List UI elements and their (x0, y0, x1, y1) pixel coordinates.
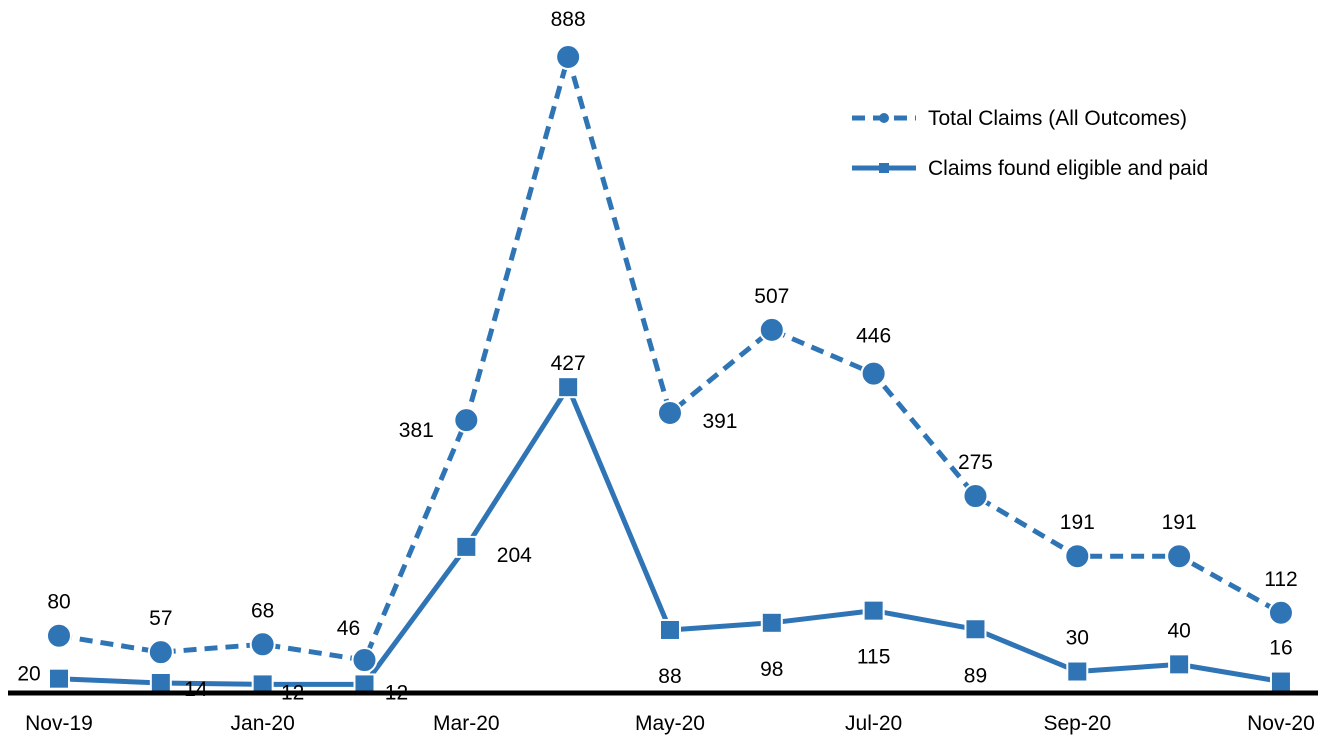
data-point-total-may-20 (656, 399, 683, 426)
data-point-total-apr-20 (555, 44, 582, 70)
data-label-total-feb-20: 46 (337, 617, 360, 640)
legend: Total Claims (All Outcomes) Claims found… (852, 107, 1208, 180)
data-label-paid-jan-20: 12 (281, 681, 304, 704)
x-tick-label-jul-20: Jul-20 (845, 712, 902, 735)
data-point-total-jul-20 (860, 360, 887, 387)
data-point-total-sep-20 (1064, 543, 1091, 570)
legend-marker-claims-paid (879, 163, 889, 173)
data-point-total-mar-20 (453, 407, 480, 434)
legend-item-total-claims: Total Claims (All Outcomes) (852, 107, 1187, 130)
data-label-paid-dec-19: 14 (184, 678, 208, 701)
data-label-total-mar-20: 381 (399, 419, 434, 442)
x-tick-label-nov-20: Nov-20 (1247, 712, 1315, 735)
data-point-paid-jul-20 (862, 599, 885, 622)
data-point-paid-jun-20 (760, 611, 783, 634)
data-label-paid-apr-20: 427 (551, 352, 586, 375)
data-label-total-jun-20: 507 (754, 285, 789, 308)
x-tick-label-mar-20: Mar-20 (433, 712, 500, 735)
series-line-total-claims (58, 54, 1283, 663)
data-label-paid-nov-19: 20 (17, 663, 40, 686)
data-point-paid-dec-19 (149, 671, 172, 694)
data-label-total-nov-19: 80 (47, 591, 70, 614)
data-point-total-dec-19 (147, 639, 174, 666)
data-point-paid-aug-20 (964, 618, 987, 641)
x-tick-label-may-20: May-20 (635, 712, 705, 735)
data-label-total-nov-20: 112 (1264, 568, 1297, 591)
data-label-total-jan-20: 68 (251, 599, 274, 622)
data-label-total-dec-19: 57 (149, 607, 172, 630)
x-tick-label-nov-19: Nov-19 (25, 712, 93, 735)
data-point-total-nov-19 (46, 622, 72, 649)
data-point-paid-oct-20 (1168, 653, 1191, 676)
data-label-total-oct-20: 191 (1162, 511, 1197, 534)
data-label-paid-aug-20: 89 (964, 664, 987, 687)
series-lines (58, 54, 1283, 687)
legend-label-total-claims: Total Claims (All Outcomes) (928, 107, 1187, 130)
data-label-paid-nov-20: 16 (1269, 637, 1292, 660)
data-label-total-may-20: 391 (702, 410, 737, 433)
series-markers (46, 44, 1294, 696)
data-point-paid-nov-19 (48, 667, 70, 690)
x-tick-label-sep-20: Sep-20 (1043, 712, 1111, 735)
data-label-paid-jun-20: 98 (760, 658, 783, 681)
data-label-paid-mar-20: 204 (497, 544, 532, 567)
data-point-total-oct-20 (1166, 543, 1193, 570)
data-point-total-feb-20 (351, 647, 378, 674)
data-point-total-aug-20 (962, 483, 989, 510)
legend-item-claims-paid: Claims found eligible and paid (852, 157, 1208, 180)
x-axis-tick-labels: Nov-19 Jan-20 Mar-20 May-20 Jul-20 Sep-20 Nov-… (25, 712, 1315, 735)
data-point-total-jan-20 (249, 631, 276, 658)
data-point-paid-sep-20 (1066, 660, 1089, 683)
legend-marker-total-claims (879, 113, 889, 123)
data-label-paid-sep-20: 30 (1066, 627, 1089, 650)
data-label-total-jul-20: 446 (856, 325, 891, 348)
data-point-paid-mar-20 (455, 535, 478, 558)
data-label-paid-oct-20: 40 (1167, 619, 1190, 642)
legend-label-claims-paid: Claims found eligible and paid (928, 157, 1208, 180)
data-point-paid-may-20 (658, 618, 681, 641)
data-label-paid-feb-20: 12 (385, 681, 408, 704)
data-label-total-aug-20: 275 (958, 451, 993, 474)
data-label-total-apr-20: 888 (551, 8, 586, 31)
data-point-paid-apr-20 (557, 376, 580, 399)
data-point-total-nov-20 (1267, 599, 1294, 626)
data-label-paid-jul-20: 115 (857, 646, 890, 669)
data-label-paid-may-20: 88 (658, 665, 681, 688)
data-labels: 80 57 68 46 381 888 391 507 446 275 191 191 112 20 14 1… (17, 8, 1297, 704)
x-tick-label-jan-20: Jan-20 (231, 712, 295, 735)
data-point-total-jun-20 (758, 316, 785, 343)
data-point-paid-nov-20 (1269, 670, 1292, 693)
data-label-total-sep-20: 191 (1060, 511, 1095, 534)
